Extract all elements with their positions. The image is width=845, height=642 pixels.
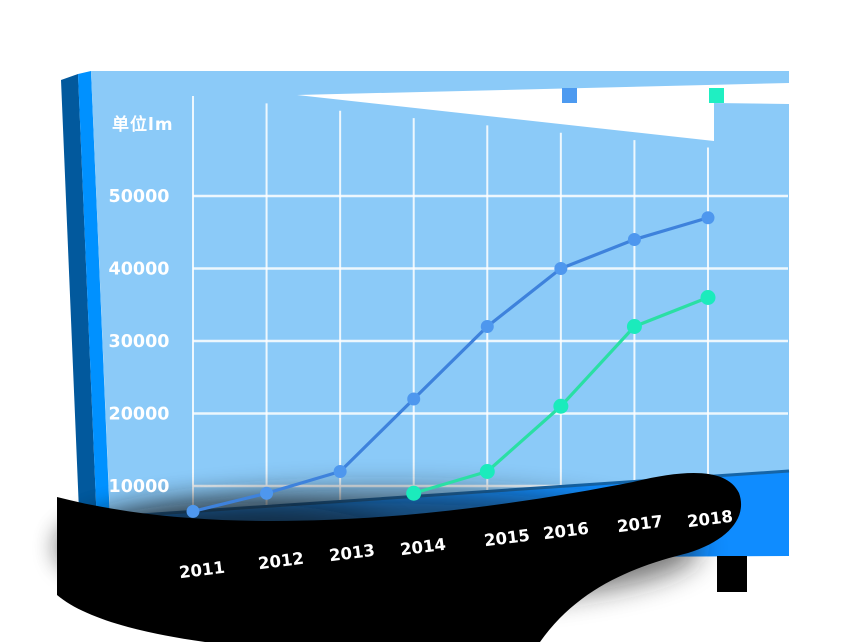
series-blue-data-point [186,504,200,518]
legend-label-blue [585,89,645,103]
series-blue-data-point [333,465,347,478]
series-teal-data-point [700,290,716,305]
y-tick-label: 20000 [109,405,170,425]
legend-item-blue [562,88,645,103]
white-wedge [297,83,789,141]
chart-legend [562,88,792,103]
series-blue-data-point [260,486,274,500]
legend-label-teal [732,89,792,103]
series-blue-data-point [701,211,715,225]
series-teal-data-point [406,485,422,501]
y-tick-label: 40000 [109,260,170,280]
series-blue-data-point [554,262,568,275]
series-blue-data-point [480,320,494,333]
panel-face [91,71,789,516]
panel-left-edge-bright [78,71,111,550]
legend-swatch-teal-icon [709,88,724,103]
series-teal-data-point [553,398,569,414]
swoosh-shape [57,472,742,642]
series-blue-data-point [407,392,421,406]
corner-block [717,556,747,592]
y-tick-label: 10000 [109,477,170,497]
legend-item-teal [709,88,792,103]
legend-swatch-blue-icon [562,88,577,103]
y-tick-label: 50000 [109,187,170,207]
grid-layer [192,96,788,513]
y-axis-unit-label: 单位lm [112,115,174,135]
series-blue-data-point [627,233,641,246]
panel-left-edge-dark [61,74,98,559]
series-teal-data-point [479,464,495,479]
series-blue-line [192,216,709,513]
y-tick-label: 30000 [109,332,170,352]
line-chart [186,211,716,518]
series-teal-data-point [626,319,642,334]
